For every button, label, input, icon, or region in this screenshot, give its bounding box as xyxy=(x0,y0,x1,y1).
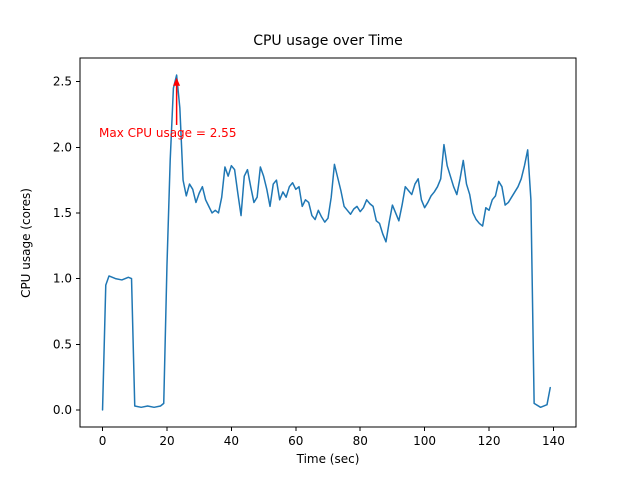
x-tick-label: 140 xyxy=(542,434,565,448)
x-tick-label: 60 xyxy=(288,434,303,448)
y-tick-label: 0.5 xyxy=(53,337,72,351)
y-tick-label: 2.0 xyxy=(53,140,72,154)
y-tick-label: 1.5 xyxy=(53,206,72,220)
y-axis-ticks: 0.0 0.5 1.0 1.5 2.0 2.5 xyxy=(53,75,80,417)
x-tick-label: 80 xyxy=(353,434,368,448)
x-tick-label: 120 xyxy=(478,434,501,448)
annotation-arrow-head xyxy=(173,77,181,86)
x-tick-label: 0 xyxy=(99,434,107,448)
x-axis-ticks: 0 20 40 60 80 100 120 140 xyxy=(99,427,565,448)
cpu-usage-line xyxy=(101,74,551,411)
y-axis-label: CPU usage (cores) xyxy=(19,188,33,298)
max-cpu-annotation: Max CPU usage = 2.55 xyxy=(99,126,237,140)
plot-border xyxy=(79,57,577,428)
annotation-arrow xyxy=(173,77,181,125)
x-tick-label: 40 xyxy=(224,434,239,448)
y-tick-label: 0.0 xyxy=(53,403,72,417)
x-tick-label: 20 xyxy=(159,434,174,448)
y-tick-label: 1.0 xyxy=(53,272,72,286)
x-axis-label: Time (sec) xyxy=(296,452,360,466)
chart-title: CPU usage over Time xyxy=(253,33,403,49)
y-tick-label: 2.5 xyxy=(53,75,72,89)
x-tick-label: 100 xyxy=(413,434,436,448)
